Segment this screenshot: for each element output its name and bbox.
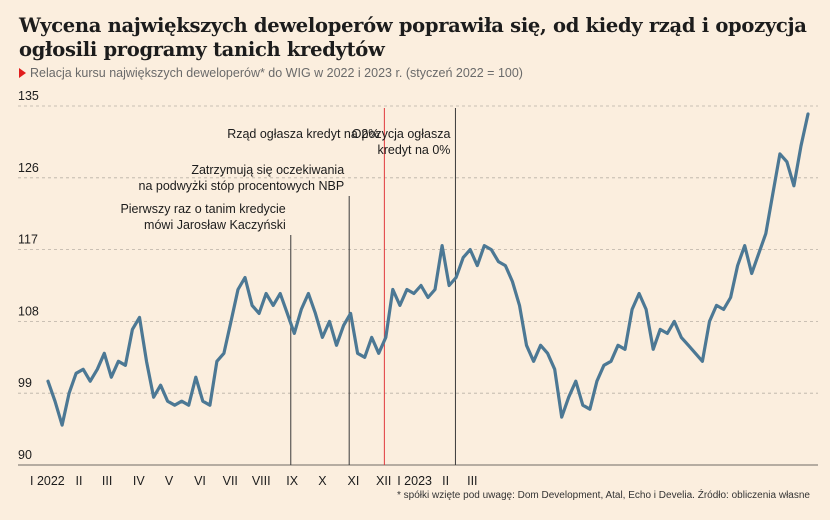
- x-tick-label: IX: [286, 474, 298, 488]
- x-tick-label: VIII: [252, 474, 271, 488]
- y-tick-label: 135: [18, 89, 39, 103]
- y-tick-label: 90: [18, 448, 32, 462]
- x-tick-label: V: [165, 474, 174, 488]
- chart-title: Wycena największych deweloperów poprawił…: [19, 14, 807, 61]
- annotation-label: Pierwszy raz o tanim kredycie: [120, 202, 285, 216]
- x-tick-label: XII: [376, 474, 391, 488]
- series-line: [46, 112, 810, 427]
- annotation-label: na podwyżki stóp procentowych NBP: [139, 179, 345, 193]
- x-tick-label: II: [442, 474, 449, 488]
- x-tick-label: VII: [223, 474, 238, 488]
- annotation-label: mówi Jarosław Kaczyński: [144, 218, 286, 232]
- x-axis: I 2022 II III IV V VI VII VIII IX X XI XII I 2023 II I…: [30, 474, 478, 488]
- event-markers: Pierwszy raz o tanim kredycie mówi Jarosł…: [120, 108, 456, 465]
- x-tick-label: III: [102, 474, 112, 488]
- red-triangle-icon: [19, 68, 26, 78]
- grid-lines: [18, 105, 818, 466]
- y-tick-label: 126: [18, 161, 39, 175]
- annotation-label: Zatrzymują się oczekiwania: [191, 163, 344, 177]
- annotation-label: Rząd ogłasza kredyt na 2%: [227, 127, 379, 141]
- x-tick-label: XI: [348, 474, 360, 488]
- y-tick-label: 117: [18, 233, 38, 247]
- x-tick-label: VI: [194, 474, 206, 488]
- annotation-label: kredyt na 0%: [377, 143, 450, 157]
- x-tick-label: II: [75, 474, 82, 488]
- subtitle-text: Relacja kursu największych deweloperów* …: [30, 66, 523, 80]
- x-tick-label: III: [467, 474, 477, 488]
- x-tick-label: IV: [133, 474, 145, 488]
- series-layer: [46, 112, 810, 427]
- y-axis: 90 99 108 117 126 135: [18, 89, 39, 462]
- y-tick-label: 108: [18, 304, 39, 318]
- x-tick-label: I 2022: [30, 474, 65, 488]
- x-tick-label: X: [318, 474, 327, 488]
- y-tick-label: 99: [18, 376, 32, 390]
- annotation-label: Opozycja ogłasza: [352, 127, 451, 141]
- x-tick-label: I 2023: [397, 474, 432, 488]
- chart-subtitle: Relacja kursu największych deweloperów* …: [19, 66, 523, 80]
- footnote: * spółki wzięte pod uwagę: Dom Developme…: [397, 490, 810, 501]
